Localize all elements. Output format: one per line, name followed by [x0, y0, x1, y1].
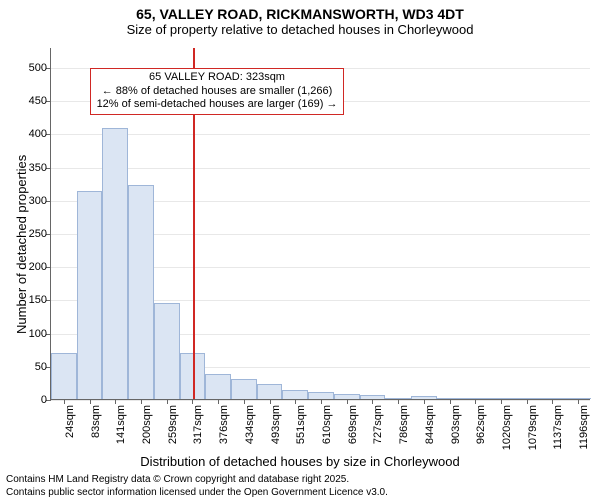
xtick-label: 844sqm: [424, 405, 436, 444]
y-axis-label: Number of detached properties: [14, 155, 29, 334]
xtick-label: 317sqm: [192, 405, 204, 444]
xtick-label: 493sqm: [270, 405, 282, 444]
xtick-label: 1137sqm: [552, 405, 564, 449]
histogram-bar: [257, 384, 283, 399]
plot-area: 05010015020025030035040045050024sqm83sqm…: [50, 48, 590, 400]
xtick-label: 24sqm: [64, 405, 76, 438]
histogram-bar: [128, 185, 154, 399]
xtick-mark: [192, 399, 193, 404]
xtick-label: 1079sqm: [527, 405, 539, 450]
xtick-label: 1196sqm: [578, 405, 590, 449]
chart-container: 65, VALLEY ROAD, RICKMANSWORTH, WD3 4DT …: [0, 0, 600, 500]
xtick-mark: [321, 399, 322, 404]
histogram-bar: [180, 353, 206, 399]
footer-line-1: Contains HM Land Registry data © Crown c…: [6, 474, 388, 487]
ytick-label: 350: [29, 162, 51, 174]
xtick-mark: [295, 399, 296, 404]
xtick-mark: [552, 399, 553, 404]
ytick-label: 400: [29, 128, 51, 140]
chart-subtitle: Size of property relative to detached ho…: [0, 22, 600, 41]
ytick-label: 50: [35, 361, 51, 373]
chart-title: 65, VALLEY ROAD, RICKMANSWORTH, WD3 4DT: [0, 0, 600, 22]
xtick-mark: [218, 399, 219, 404]
ytick-label: 500: [29, 62, 51, 74]
ytick-label: 450: [29, 95, 51, 107]
xtick-mark: [115, 399, 116, 404]
xtick-mark: [372, 399, 373, 404]
histogram-bar: [77, 191, 103, 399]
xtick-label: 434sqm: [244, 405, 256, 444]
xtick-label: 259sqm: [167, 405, 179, 444]
xtick-mark: [347, 399, 348, 404]
histogram-bar: [205, 374, 231, 399]
xtick-label: 83sqm: [90, 405, 102, 438]
histogram-bar: [102, 128, 128, 399]
histogram-bar: [51, 353, 77, 399]
xtick-label: 903sqm: [450, 405, 462, 444]
histogram-bar: [154, 303, 180, 399]
xtick-mark: [527, 399, 528, 404]
ytick-label: 300: [29, 195, 51, 207]
xtick-label: 962sqm: [475, 405, 487, 444]
ytick-label: 150: [29, 294, 51, 306]
xtick-label: 551sqm: [295, 405, 307, 444]
histogram-bar: [308, 392, 334, 399]
gridline-h: [51, 168, 590, 169]
xtick-mark: [244, 399, 245, 404]
xtick-mark: [424, 399, 425, 404]
annotation-line-3: 12% of semi-detached houses are larger (…: [97, 98, 338, 112]
xtick-mark: [167, 399, 168, 404]
xtick-mark: [578, 399, 579, 404]
histogram-bar: [282, 390, 308, 399]
xtick-label: 141sqm: [115, 405, 127, 444]
xtick-label: 610sqm: [321, 405, 333, 444]
xtick-label: 376sqm: [218, 405, 230, 444]
x-axis-label: Distribution of detached houses by size …: [0, 454, 600, 469]
xtick-mark: [64, 399, 65, 404]
ytick-label: 200: [29, 261, 51, 273]
annotation-line-1: 65 VALLEY ROAD: 323sqm: [97, 71, 338, 85]
xtick-mark: [475, 399, 476, 404]
xtick-label: 200sqm: [141, 405, 153, 444]
ytick-label: 0: [41, 394, 51, 406]
xtick-mark: [398, 399, 399, 404]
xtick-mark: [270, 399, 271, 404]
xtick-mark: [450, 399, 451, 404]
xtick-mark: [141, 399, 142, 404]
xtick-mark: [501, 399, 502, 404]
footer-line-2: Contains public sector information licen…: [6, 487, 388, 500]
xtick-mark: [90, 399, 91, 404]
ytick-label: 250: [29, 228, 51, 240]
footer-text: Contains HM Land Registry data © Crown c…: [6, 474, 388, 499]
histogram-bar: [231, 379, 257, 399]
xtick-label: 786sqm: [398, 405, 410, 444]
xtick-label: 669sqm: [347, 405, 359, 444]
gridline-h: [51, 134, 590, 135]
xtick-label: 727sqm: [372, 405, 384, 444]
ytick-label: 100: [29, 328, 51, 340]
annotation-line-2: ← 88% of detached houses are smaller (1,…: [97, 85, 338, 99]
xtick-label: 1020sqm: [501, 405, 513, 450]
annotation-box: 65 VALLEY ROAD: 323sqm← 88% of detached …: [90, 68, 345, 115]
